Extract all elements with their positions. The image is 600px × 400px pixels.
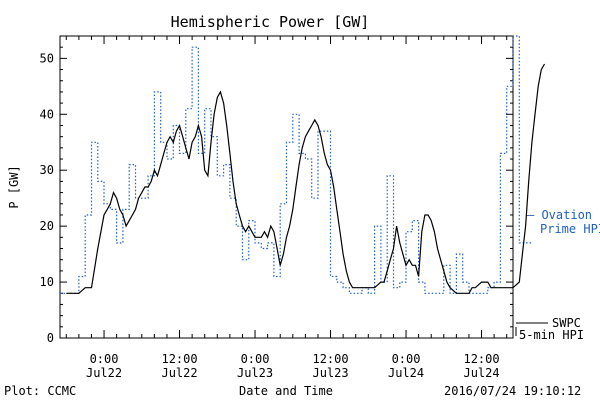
legend-ovation-line2: Prime HPI [540,222,600,236]
y-axis-label: P [GW] [7,165,21,208]
x-axis-label: Date and Time [239,384,333,398]
x-tick-time: 0:00 [241,352,270,366]
footer-plot-credit: Plot: CCMC [4,384,76,398]
plot-frame [59,35,514,339]
footer-timestamp: 2016/07/24 19:10:12 [444,384,581,398]
x-tick-time: 12:00 [161,352,197,366]
x-axis: 0:00Jul2212:00Jul220:00Jul2312:00Jul230:… [65,36,508,380]
y-tick-label: 40 [40,107,54,121]
x-tick-date: Jul24 [388,366,424,380]
legend-swpc-line1: SWPC [552,316,581,330]
x-tick-time: 0:00 [392,352,421,366]
x-tick-time: 12:00 [463,352,499,366]
x-tick-date: Jul22 [161,366,197,380]
chart-title: Hemispheric Power [GW] [171,13,370,31]
y-tick-label: 20 [40,219,54,233]
x-tick-date: Jul23 [312,366,348,380]
y-tick-label: 30 [40,163,54,177]
x-tick-date: Jul23 [237,366,273,380]
series-ovation-prime-hpi [60,35,532,294]
x-tick-time: 12:00 [312,352,348,366]
legend-swpc-line2: 5-min HPI [519,328,584,342]
y-tick-label: 0 [47,331,54,345]
y-tick-label: 50 [40,51,54,65]
series-swpc-5min-hpi [66,63,546,294]
y-axis: 0 10 20 30 40 50 [40,46,513,345]
x-tick-date: Jul22 [86,366,122,380]
legend-ovation-line1: — Ovation [527,208,592,222]
x-tick-date: Jul24 [463,366,499,380]
x-tick-time: 0:00 [90,352,119,366]
y-tick-label: 10 [40,275,54,289]
